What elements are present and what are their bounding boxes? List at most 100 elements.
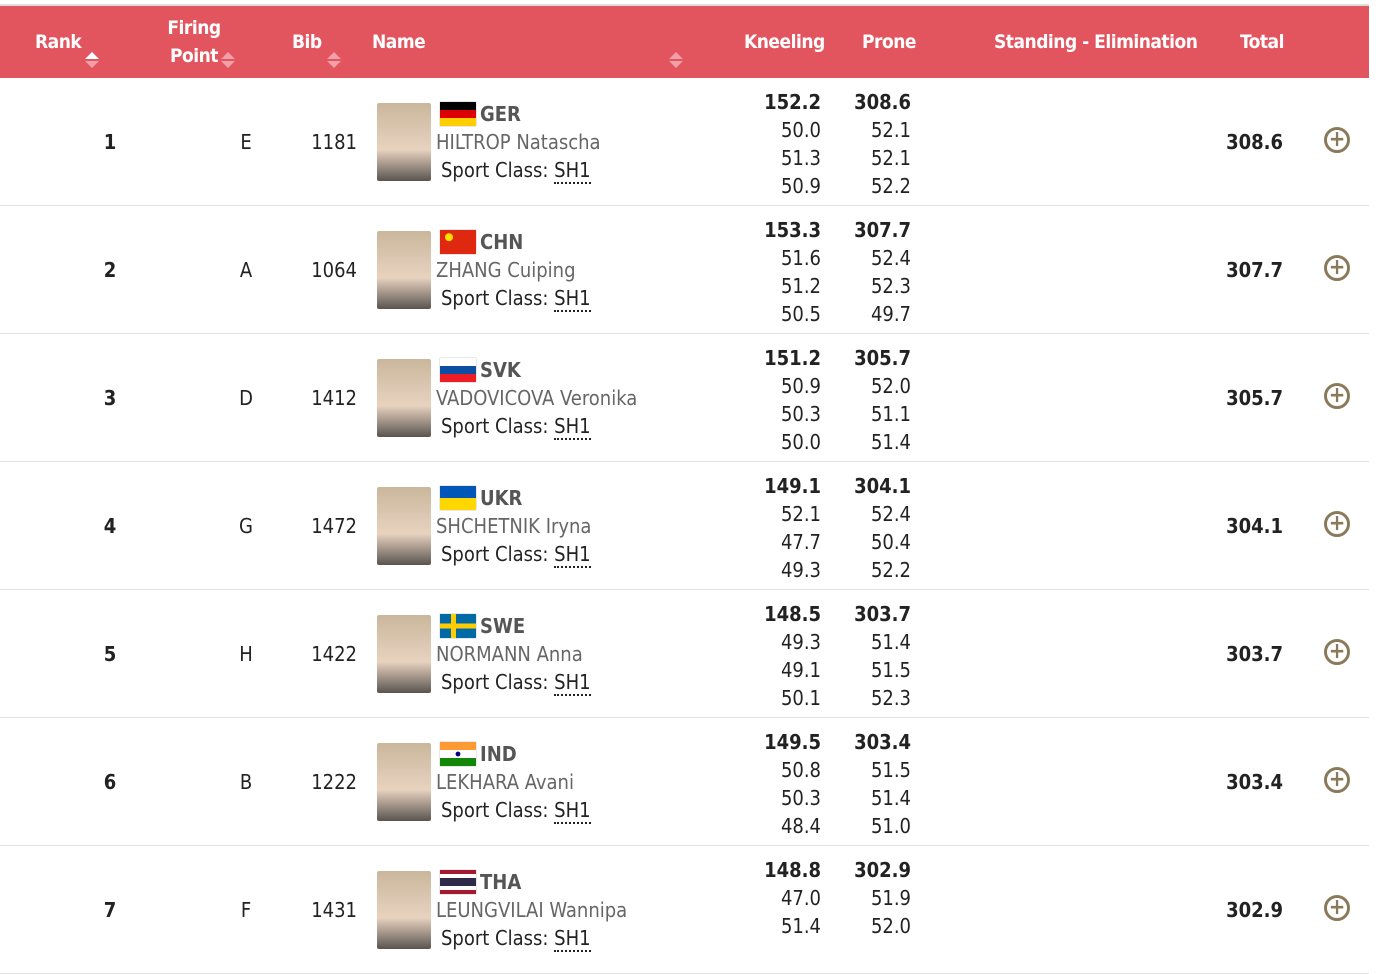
- kneeling-score: 50.3: [780, 786, 821, 810]
- table-row: 7 F 1431 THA LEUNGVILAI Wannipa Sport Cl…: [0, 846, 1369, 974]
- sport-class-value[interactable]: SH1: [554, 414, 591, 440]
- header-firing-point[interactable]: Firing Point: [167, 17, 221, 67]
- sport-class: Sport Class: SH1: [441, 798, 591, 824]
- header-prone: Prone: [862, 31, 916, 53]
- total-score: 303.7: [1226, 642, 1283, 666]
- kneeling-column: 151.2 50.9 50.3 50.0: [751, 344, 821, 456]
- kneeling-score: 149.5: [764, 730, 821, 754]
- kneeling-score: 148.8: [764, 858, 821, 882]
- prone-column: 302.9 51.9 52.0: [841, 856, 911, 940]
- prone-column: 307.7 52.4 52.3 49.7: [841, 216, 911, 328]
- total-score: 305.7: [1226, 386, 1283, 410]
- bib: 1472: [311, 514, 357, 538]
- prone-score: 52.2: [870, 174, 911, 198]
- expand-plus-icon[interactable]: +: [1324, 767, 1350, 793]
- sport-class-value[interactable]: SH1: [554, 286, 591, 312]
- flag-icon: [440, 102, 476, 126]
- kneeling-score: 151.2: [764, 346, 821, 370]
- header-rank[interactable]: Rank: [35, 31, 82, 53]
- expand-plus-icon[interactable]: +: [1324, 639, 1350, 665]
- header-name[interactable]: Name: [372, 31, 426, 53]
- firing-point: E: [240, 130, 252, 154]
- prone-score: 50.4: [870, 530, 911, 554]
- prone-score: 52.1: [870, 146, 911, 170]
- expand-plus-icon[interactable]: +: [1324, 383, 1350, 409]
- kneeling-column: 149.1 52.1 47.7 49.3: [751, 472, 821, 584]
- table-row: 1 E 1181 GER HILTROP Natascha Sport Clas…: [0, 78, 1369, 206]
- expand-plus-icon[interactable]: +: [1324, 255, 1350, 281]
- firing-point: B: [239, 770, 253, 794]
- kneeling-score: 51.4: [780, 914, 821, 938]
- kneeling-score: 49.3: [780, 630, 821, 654]
- noc-code: SVK: [480, 358, 521, 382]
- noc-code: GER: [480, 102, 521, 126]
- bib: 1431: [311, 898, 357, 922]
- prone-score: 51.0: [870, 814, 911, 838]
- prone-score: 51.4: [870, 630, 911, 654]
- kneeling-column: 149.5 50.8 50.3 48.4: [751, 728, 821, 840]
- total-score: 303.4: [1226, 770, 1283, 794]
- athlete-photo: [377, 231, 431, 309]
- athlete-name[interactable]: VADOVICOVA Veronika: [436, 386, 638, 410]
- prone-score: 307.7: [854, 218, 911, 242]
- prone-column: 303.4 51.5 51.4 51.0: [841, 728, 911, 840]
- expand-plus-icon[interactable]: +: [1324, 895, 1350, 921]
- athlete-photo: [377, 615, 431, 693]
- sport-class-value[interactable]: SH1: [554, 670, 591, 696]
- prone-score: 302.9: [854, 858, 911, 882]
- flag-icon: [440, 230, 476, 254]
- header-bib[interactable]: Bib: [292, 31, 322, 53]
- prone-score: 303.4: [854, 730, 911, 754]
- top-border: [0, 4, 1369, 6]
- sport-class-label: Sport Class:: [441, 670, 549, 694]
- athlete-name[interactable]: ZHANG Cuiping: [436, 258, 576, 282]
- sport-class-value[interactable]: SH1: [554, 542, 591, 568]
- flag-icon: [440, 742, 476, 766]
- athlete-name[interactable]: LEKHARA Avani: [436, 770, 574, 794]
- prone-score: 52.2: [870, 558, 911, 582]
- noc-code: CHN: [480, 230, 524, 254]
- firing-point: F: [240, 898, 252, 922]
- sport-class-label: Sport Class:: [441, 286, 549, 310]
- prone-score: 52.3: [870, 274, 911, 298]
- total-score: 302.9: [1226, 898, 1283, 922]
- table-row: 3 D 1412 SVK VADOVICOVA Veronika Sport C…: [0, 334, 1369, 462]
- header-total: Total: [1240, 31, 1284, 53]
- athlete-name[interactable]: NORMANN Anna: [436, 642, 583, 666]
- prone-score: 51.5: [870, 658, 911, 682]
- prone-score: 308.6: [854, 90, 911, 114]
- sport-class-label: Sport Class:: [441, 542, 549, 566]
- expand-plus-icon[interactable]: +: [1324, 127, 1350, 153]
- kneeling-score: 51.2: [780, 274, 821, 298]
- sport-class: Sport Class: SH1: [441, 542, 591, 568]
- athlete-name[interactable]: HILTROP Natascha: [436, 130, 601, 154]
- prone-score: 304.1: [854, 474, 911, 498]
- kneeling-score: 50.9: [780, 374, 821, 398]
- sport-class-value[interactable]: SH1: [554, 158, 591, 184]
- kneeling-score: 49.1: [780, 658, 821, 682]
- prone-score: 51.4: [870, 786, 911, 810]
- flag-icon: [440, 614, 476, 638]
- rank: 6: [103, 770, 117, 794]
- prone-column: 304.1 52.4 50.4 52.2: [841, 472, 911, 584]
- prone-score: 49.7: [870, 302, 911, 326]
- kneeling-score: 50.3: [780, 402, 821, 426]
- sport-class-label: Sport Class:: [441, 414, 549, 438]
- bib: 1181: [311, 130, 357, 154]
- total-score: 307.7: [1226, 258, 1283, 282]
- sport-class: Sport Class: SH1: [441, 158, 591, 184]
- prone-score: 305.7: [854, 346, 911, 370]
- sport-class-value[interactable]: SH1: [554, 798, 591, 824]
- flag-icon: [440, 358, 476, 382]
- rank: 2: [103, 258, 117, 282]
- athlete-name[interactable]: SHCHETNIK Iryna: [436, 514, 592, 538]
- athlete-name[interactable]: LEUNGVILAI Wannipa: [436, 898, 628, 922]
- kneeling-score: 51.6: [780, 246, 821, 270]
- kneeling-score: 149.1: [764, 474, 821, 498]
- kneeling-score: 153.3: [764, 218, 821, 242]
- kneeling-score: 50.9: [780, 174, 821, 198]
- prone-score: 52.4: [870, 502, 911, 526]
- sport-class-value[interactable]: SH1: [554, 926, 591, 952]
- kneeling-score: 48.4: [780, 814, 821, 838]
- expand-plus-icon[interactable]: +: [1324, 511, 1350, 537]
